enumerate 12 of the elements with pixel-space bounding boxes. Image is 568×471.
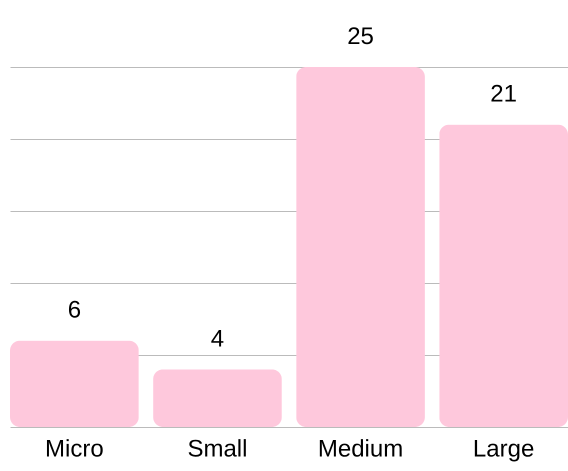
- data-label: 21: [490, 80, 517, 108]
- bar: [439, 124, 568, 427]
- data-label: 4: [210, 325, 224, 352]
- x-tick-label: Micro: [45, 436, 104, 462]
- data-label: 25: [347, 23, 374, 50]
- x-tick-label: Small: [187, 436, 248, 462]
- data-label: 6: [68, 296, 82, 324]
- bar: [153, 369, 282, 427]
- x-tick-label: Medium: [318, 436, 404, 462]
- bar: [296, 67, 425, 427]
- bar: [10, 340, 139, 427]
- x-tick-label: Large: [472, 436, 534, 462]
